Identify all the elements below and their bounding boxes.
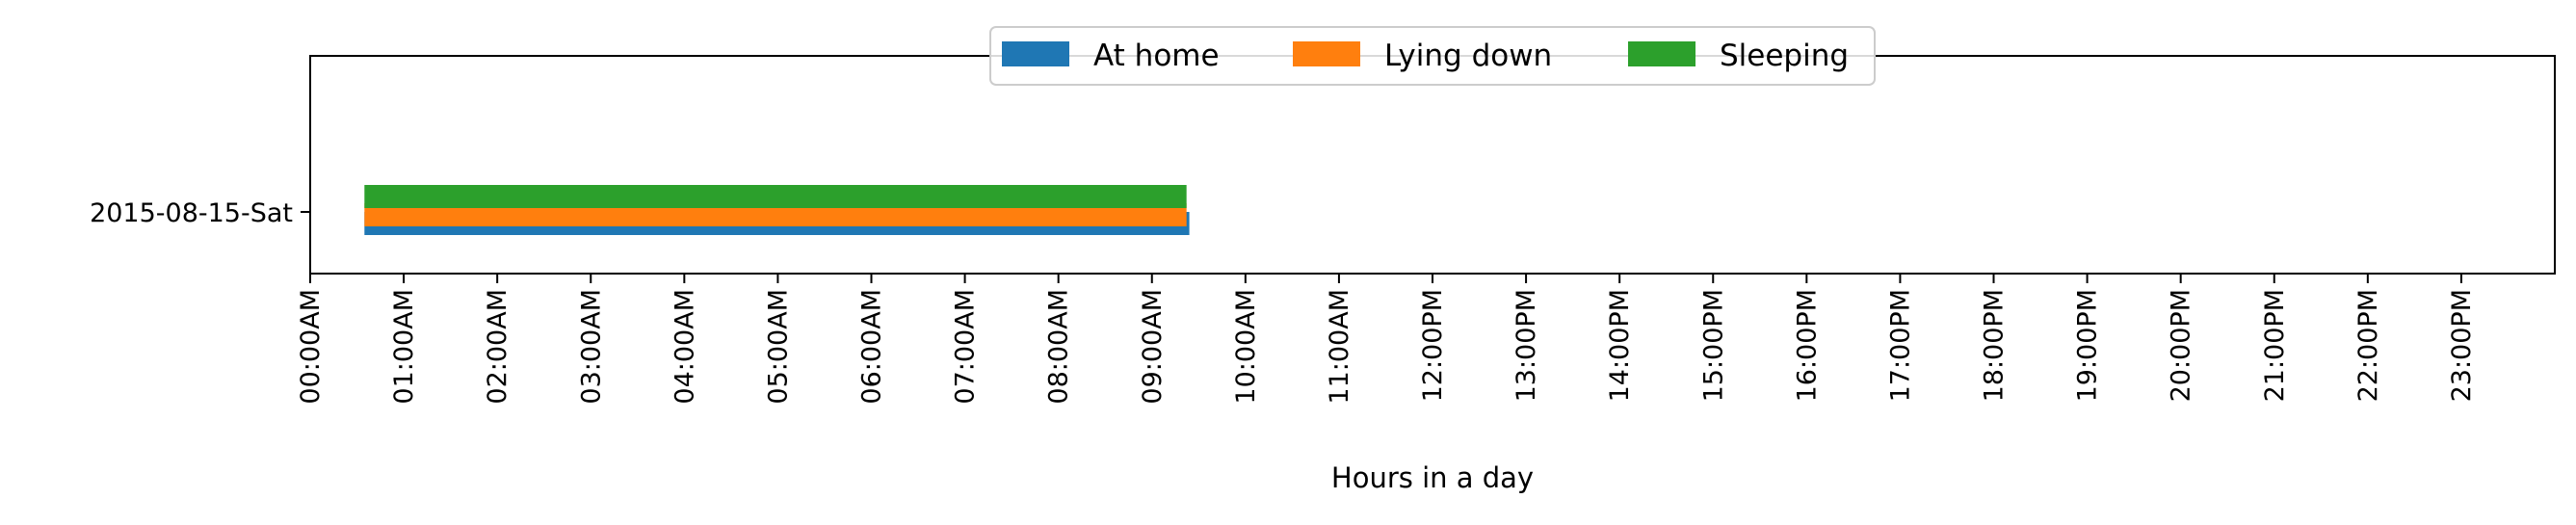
x-tick-label-18: 18:00PM bbox=[1980, 289, 2010, 402]
legend-label-sleeping: Sleeping bbox=[1720, 39, 1849, 73]
x-tick-label-16: 16:00PM bbox=[1792, 289, 1822, 402]
legend-label-lying-down: Lying down bbox=[1384, 39, 1552, 73]
bars-layer bbox=[364, 185, 1190, 235]
x-tick-label-12: 12:00PM bbox=[1418, 289, 1448, 402]
x-tick-label-22: 22:00PM bbox=[2353, 289, 2383, 402]
x-axis-label: Hours in a day bbox=[1331, 461, 1534, 494]
legend-swatch-lying-down bbox=[1293, 41, 1360, 66]
x-tick-label-10: 10:00AM bbox=[1231, 289, 1261, 405]
x-tick-label-23: 23:00PM bbox=[2447, 289, 2477, 402]
legend-swatch-sleeping bbox=[1628, 41, 1695, 66]
x-tick-label-21: 21:00PM bbox=[2260, 289, 2290, 402]
x-tick-label-4: 04:00AM bbox=[670, 289, 699, 405]
x-tick-label-15: 15:00PM bbox=[1698, 289, 1728, 402]
x-axis: 00:00AM 01:00AM 02:00AM 03:00AM 04:00AM 05:00… bbox=[296, 274, 2477, 405]
x-tick-label-6: 06:00AM bbox=[857, 289, 887, 405]
x-tick-label-13: 13:00PM bbox=[1511, 289, 1541, 402]
x-tick-label-2: 02:00AM bbox=[483, 289, 513, 405]
legend: At home Lying down Sleeping bbox=[989, 26, 1876, 86]
plot-frame bbox=[309, 55, 2556, 275]
bar-sleeping-0 bbox=[364, 185, 1187, 208]
y-tick-label-0: 2015-08-15-Sat bbox=[90, 198, 293, 228]
x-tick-label-5: 05:00AM bbox=[763, 289, 793, 405]
x-tick-label-9: 09:00AM bbox=[1138, 289, 1168, 405]
x-tick-label-1: 01:00AM bbox=[389, 289, 419, 405]
x-tick-label-7: 07:00AM bbox=[951, 289, 981, 405]
x-tick-label-8: 08:00AM bbox=[1044, 289, 1074, 405]
x-tick-label-20: 20:00PM bbox=[2167, 289, 2196, 402]
x-tick-label-17: 17:00PM bbox=[1885, 289, 1915, 402]
x-tick-label-0: 00:00AM bbox=[296, 289, 326, 405]
x-tick-label-14: 14:00PM bbox=[1605, 289, 1635, 402]
legend-swatch-at-home bbox=[1002, 41, 1069, 66]
legend-label-at-home: At home bbox=[1093, 39, 1220, 73]
x-tick-label-19: 19:00PM bbox=[2073, 289, 2103, 402]
x-tick-label-3: 03:00AM bbox=[576, 289, 606, 405]
y-axis: 2015-08-15-Sat bbox=[90, 198, 310, 228]
x-tick-label-11: 11:00AM bbox=[1325, 289, 1354, 405]
